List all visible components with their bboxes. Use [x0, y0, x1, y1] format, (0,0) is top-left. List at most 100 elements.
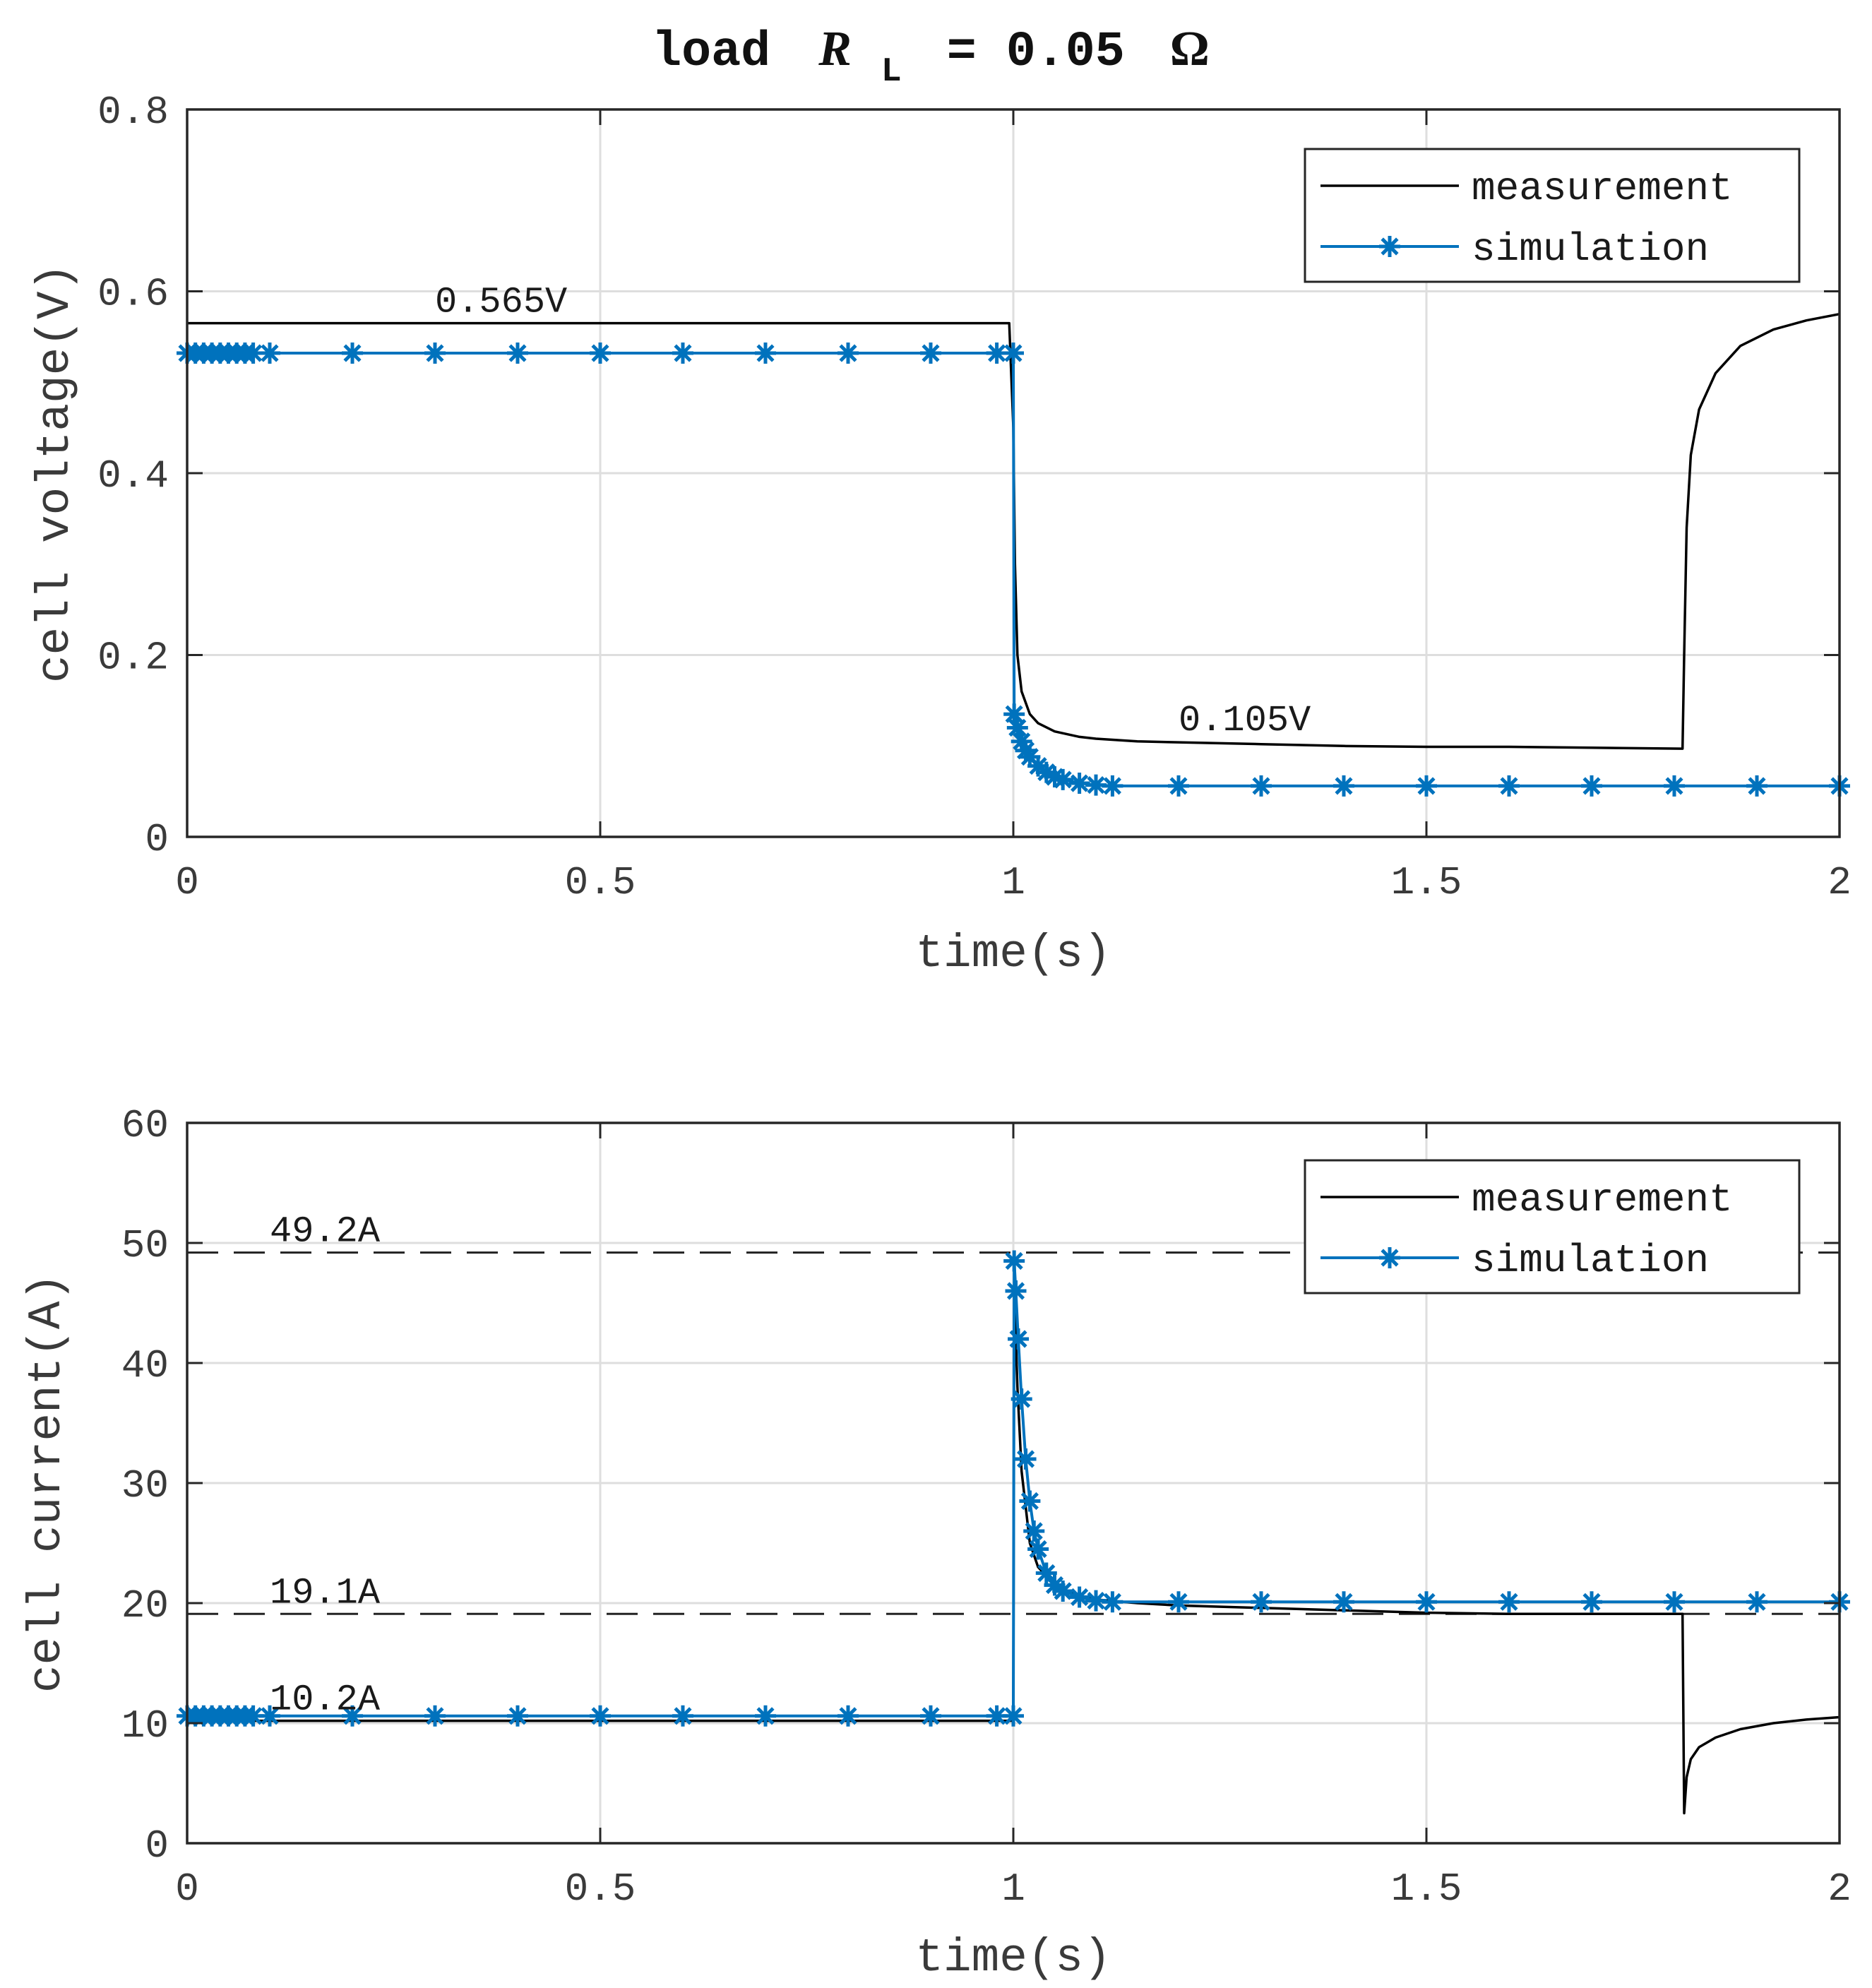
- title-symbol: R: [818, 22, 852, 76]
- voltage-panel: 0 0.5 1 1.5 2 0 0.2 0.4 0.6 0.8 time(s) cell voltag…: [29, 90, 1852, 980]
- simulation-marker: [755, 1705, 776, 1727]
- simulation-marker: [1664, 775, 1685, 797]
- simulation-marker: [920, 343, 941, 364]
- title-value: = 0.05: [947, 25, 1125, 81]
- simulation-marker: [342, 343, 363, 364]
- x-tick-label: 1.5: [1391, 860, 1462, 905]
- legend-label-measurement: measurement: [1472, 1177, 1733, 1222]
- simulation-marker: [242, 343, 264, 364]
- x-tick-label: 2: [1828, 860, 1852, 905]
- legend-marker-simulation: [1379, 236, 1400, 257]
- annotation-label: 0.565V: [435, 282, 567, 323]
- annotation-label: 19.1A: [270, 1572, 381, 1614]
- simulation-marker: [1416, 775, 1437, 797]
- x-tick-label: 1: [1001, 860, 1025, 905]
- simulation-marker: [1581, 1591, 1602, 1613]
- simulation-marker: [259, 1705, 280, 1727]
- simulation-marker: [1035, 1562, 1057, 1584]
- y-axis-label: cell current(A): [20, 1273, 73, 1693]
- annotation-label: 0.105V: [1179, 700, 1311, 742]
- simulation-marker: [1251, 775, 1272, 797]
- legend: measurement simulation: [1304, 1159, 1801, 1294]
- simulation-marker: [1008, 1328, 1030, 1350]
- y-tick-label: 0.2: [97, 636, 169, 681]
- y-tick-label: 0: [145, 817, 169, 862]
- simulation-marker: [590, 343, 611, 364]
- x-axis-label: time(s): [915, 927, 1111, 980]
- title-unit: Ω: [1170, 22, 1210, 76]
- legend-label-simulation: simulation: [1472, 1238, 1709, 1283]
- simulation-marker: [920, 1705, 941, 1727]
- measurement-line: [187, 1290, 1840, 1815]
- y-tick-label: 60: [121, 1103, 169, 1148]
- simulation-marker: [1015, 1448, 1037, 1470]
- simulation-marker: [507, 1705, 528, 1727]
- simulation-marker: [342, 1705, 363, 1727]
- simulation-marker: [242, 1705, 264, 1727]
- simulation-marker: [1416, 1591, 1437, 1613]
- y-tick-label: 40: [121, 1343, 169, 1388]
- simulation-marker: [1168, 775, 1189, 797]
- y-tick-label: 10: [121, 1703, 169, 1749]
- simulation-marker: [1102, 775, 1123, 797]
- simulation-marker: [1068, 1586, 1090, 1608]
- x-tick-label: 0.5: [565, 860, 636, 905]
- simulation-marker: [837, 1705, 859, 1727]
- legend-marker-simulation: [1379, 1247, 1400, 1268]
- simulation-marker: [1003, 1705, 1024, 1727]
- legend-box: [1304, 148, 1801, 283]
- y-tick-label: 0: [145, 1823, 169, 1869]
- simulation-marker: [259, 343, 280, 364]
- legend-box: [1304, 1159, 1801, 1294]
- annotation-label: 49.2A: [270, 1211, 381, 1253]
- simulation-marker: [1005, 1280, 1027, 1302]
- x-tick-label: 0: [175, 860, 199, 905]
- measurement-line: [187, 312, 1840, 750]
- simulation-marker: [1035, 761, 1057, 783]
- x-tick-label: 0.5: [565, 1867, 636, 1912]
- simulation-marker: [1003, 1250, 1025, 1272]
- legend-label-simulation: simulation: [1472, 227, 1709, 272]
- simulation-marker: [1251, 1591, 1272, 1613]
- simulation-marker: [837, 343, 859, 364]
- simulation-marker: [1052, 768, 1074, 790]
- y-tick-label: 50: [121, 1223, 169, 1268]
- simulation-marker: [1168, 1591, 1189, 1613]
- simulation-marker: [590, 1705, 611, 1727]
- simulation-marker: [1333, 775, 1354, 797]
- legend-label-measurement: measurement: [1472, 166, 1733, 211]
- simulation-marker: [1023, 1520, 1045, 1542]
- title-subscript: L: [881, 53, 902, 91]
- simulation-marker: [1027, 1538, 1049, 1560]
- x-tick-label: 1: [1001, 1867, 1025, 1912]
- simulation-marker: [1003, 703, 1025, 725]
- simulation-marker: [1019, 746, 1041, 768]
- x-tick-label: 2: [1828, 1867, 1852, 1912]
- simulation-marker: [672, 343, 693, 364]
- simulation-marker: [1581, 775, 1602, 797]
- x-axis-label: time(s): [915, 1932, 1111, 1984]
- simulation-marker: [1498, 775, 1520, 797]
- simulation-marker: [1085, 1590, 1107, 1612]
- simulation-marker: [755, 343, 776, 364]
- simulation-marker: [1044, 766, 1066, 788]
- y-tick-label: 0.6: [97, 272, 169, 317]
- simulation-marker: [424, 343, 446, 364]
- simulation-marker: [1010, 1388, 1032, 1410]
- simulation-marker: [1333, 1591, 1354, 1613]
- x-tick-label: 0: [175, 1867, 199, 1912]
- y-tick-label: 0.8: [97, 90, 169, 135]
- y-tick-label: 0.4: [97, 453, 169, 499]
- simulation-marker: [1746, 1591, 1767, 1613]
- legend: measurement simulation: [1304, 148, 1801, 283]
- simulation-marker: [1052, 1581, 1074, 1602]
- simulation-marker: [1019, 1490, 1041, 1512]
- simulation-marker: [672, 1705, 693, 1727]
- annotation-label: 10.2A: [270, 1679, 381, 1721]
- simulation-marker: [1746, 775, 1767, 797]
- simulation-marker: [424, 1705, 446, 1727]
- simulation-marker: [1498, 1591, 1520, 1613]
- simulation-marker: [1010, 730, 1032, 752]
